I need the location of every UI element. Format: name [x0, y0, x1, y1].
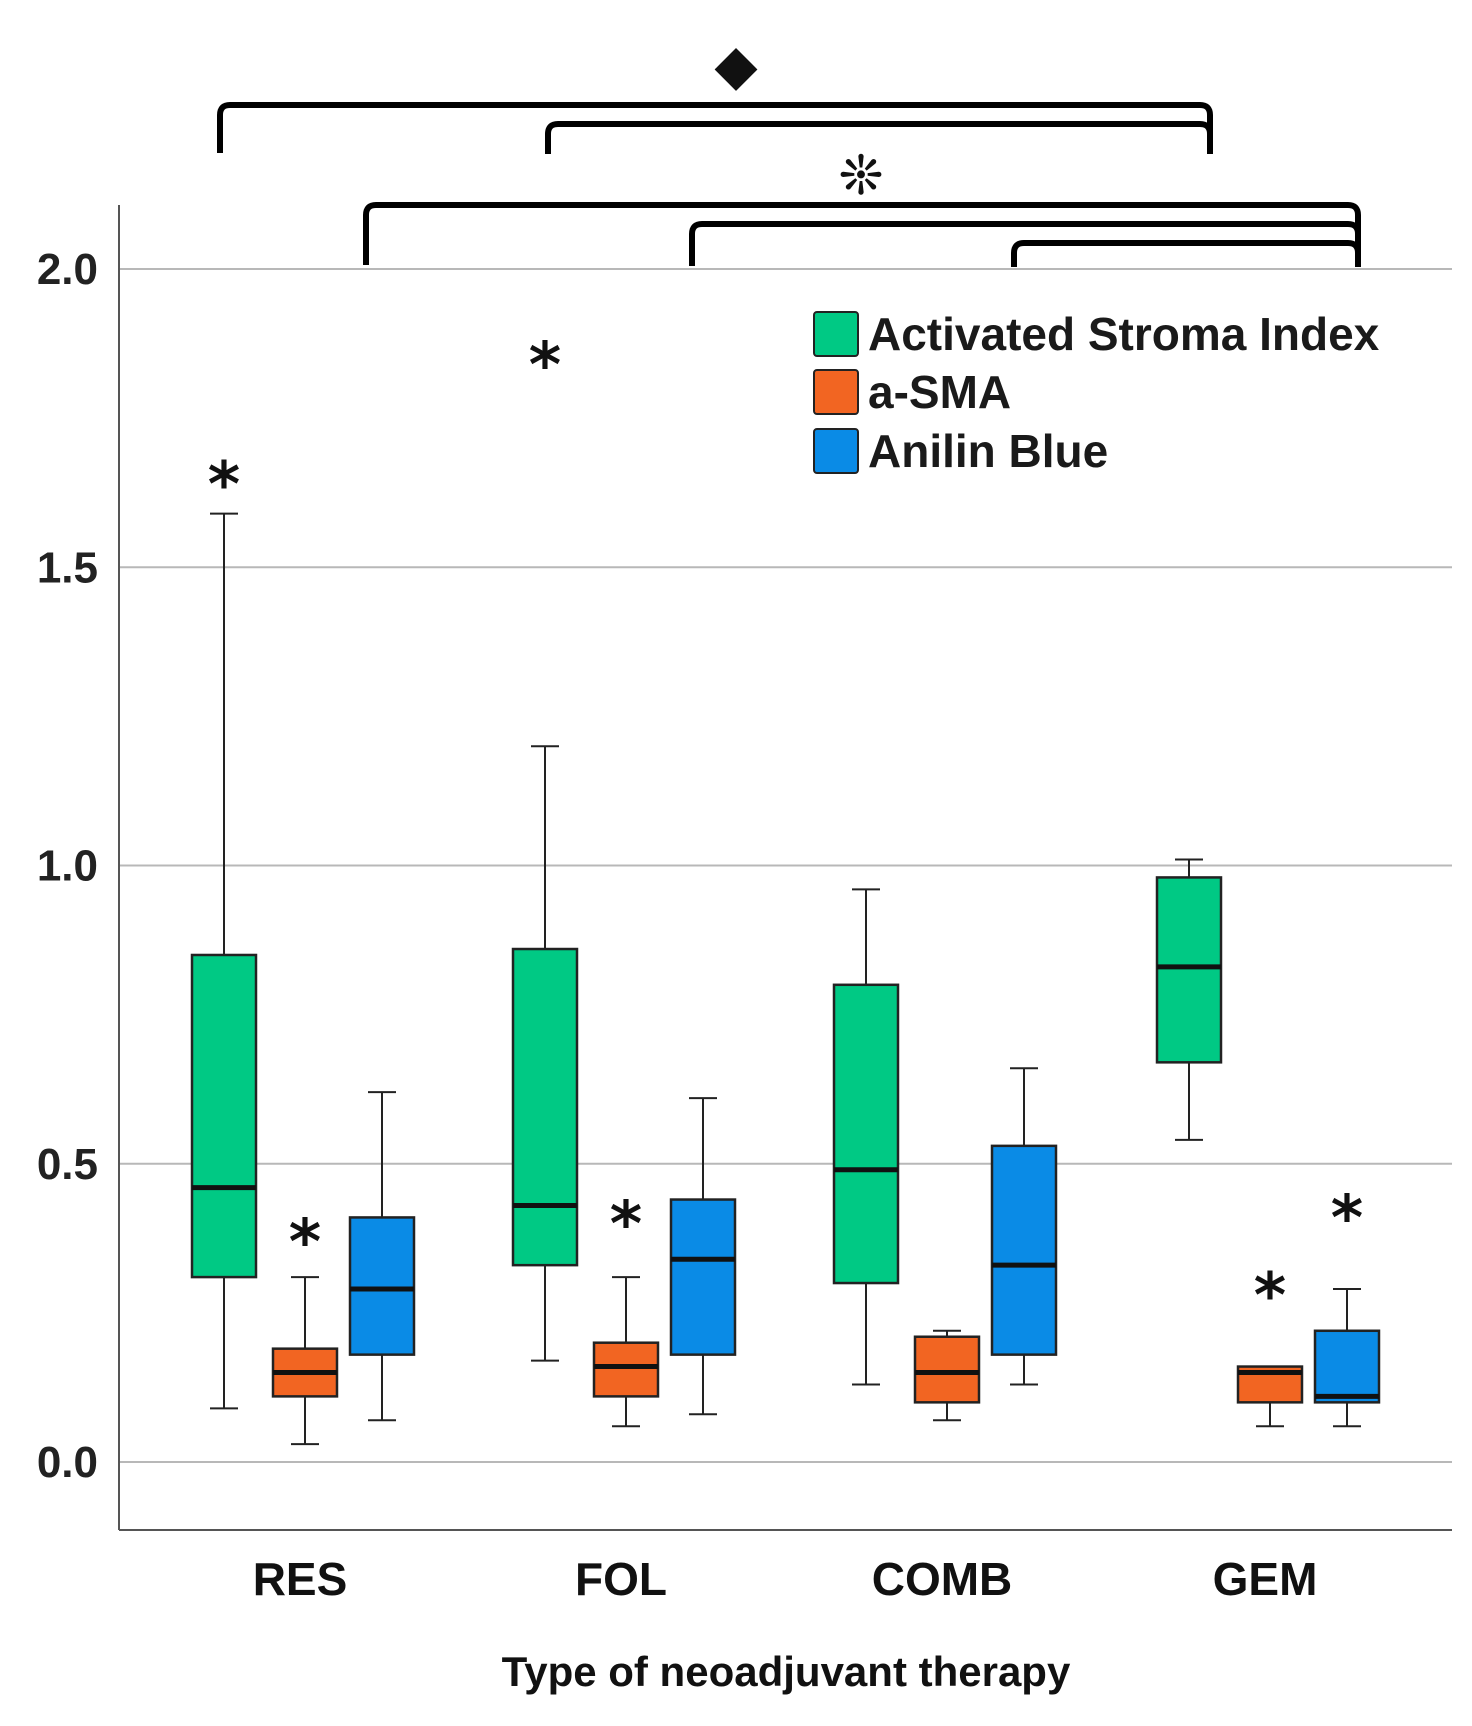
legend: Activated Stroma Index a-SMA Anilin Blue	[813, 308, 1380, 477]
box-iqr	[1155, 876, 1223, 1064]
box-plot	[592, 1276, 660, 1428]
significance-bracket	[545, 121, 1213, 154]
box-plot	[190, 512, 258, 1410]
box-plots	[190, 512, 1381, 1446]
outlier-marker: *	[208, 448, 240, 521]
x-category-label: RES	[253, 1553, 348, 1605]
x-category-label: GEM	[1213, 1553, 1318, 1605]
x-category-label: COMB	[872, 1553, 1013, 1605]
y-tick-label: 1.0	[37, 842, 98, 891]
significance-brackets: ◆❊	[217, 33, 1361, 267]
box-plot	[1313, 1288, 1381, 1428]
gridlines	[119, 268, 1452, 1463]
box-iqr	[832, 983, 900, 1285]
box-iqr	[913, 1335, 981, 1404]
outlier-markers: * * * * * *	[208, 329, 1363, 1333]
box-plot	[832, 888, 900, 1386]
box-iqr	[1313, 1329, 1381, 1404]
y-tick-label: 1.5	[37, 543, 98, 592]
box-plot	[348, 1091, 416, 1422]
box-iqr	[669, 1198, 737, 1356]
legend-label: Activated Stroma Index	[868, 308, 1380, 360]
axes	[118, 205, 1452, 1531]
legend-label: Anilin Blue	[868, 425, 1108, 477]
box-plot	[1236, 1365, 1304, 1428]
outlier-marker: *	[289, 1205, 321, 1278]
legend-item: Anilin Blue	[813, 425, 1108, 477]
box-plot	[669, 1097, 737, 1416]
x-category-labels: RES FOL COMB GEM	[253, 1553, 1318, 1605]
outlier-marker: *	[1254, 1259, 1286, 1332]
box-plot	[913, 1329, 981, 1422]
box-iqr	[990, 1144, 1058, 1356]
legend-swatch	[813, 311, 859, 357]
legend-label: a-SMA	[868, 366, 1011, 418]
box-iqr	[190, 953, 258, 1279]
y-tick-label: 0.5	[37, 1140, 98, 1189]
box-plot	[511, 745, 579, 1362]
legend-item: Activated Stroma Index	[813, 308, 1380, 360]
y-tick-label: 2.0	[37, 245, 98, 294]
legend-item: a-SMA	[813, 366, 1011, 418]
box-iqr	[592, 1341, 660, 1398]
box-iqr	[348, 1216, 416, 1356]
outlier-marker: *	[610, 1187, 642, 1260]
y-tick-labels: 0.0 0.5 1.0 1.5 2.0	[37, 245, 98, 1487]
y-tick-label: 0.0	[37, 1438, 98, 1487]
box-plot	[990, 1067, 1058, 1386]
box-plot	[1155, 858, 1223, 1141]
legend-swatch	[813, 369, 859, 415]
legend-swatch	[813, 428, 859, 474]
box-plot	[271, 1276, 339, 1446]
significance-bracket	[1011, 240, 1361, 267]
significance-symbol-diamond: ◆	[714, 33, 757, 98]
x-axis-title: Type of neoadjuvant therapy	[502, 1648, 1071, 1695]
outlier-marker: *	[529, 329, 561, 402]
significance-bracket	[217, 102, 1213, 153]
significance-bracket	[689, 221, 1361, 266]
x-category-label: FOL	[575, 1553, 667, 1605]
significance-bracket	[363, 202, 1361, 265]
box-iqr	[511, 947, 579, 1267]
significance-symbol-asterisk: ❊	[838, 144, 883, 207]
outlier-marker: *	[1331, 1182, 1363, 1255]
